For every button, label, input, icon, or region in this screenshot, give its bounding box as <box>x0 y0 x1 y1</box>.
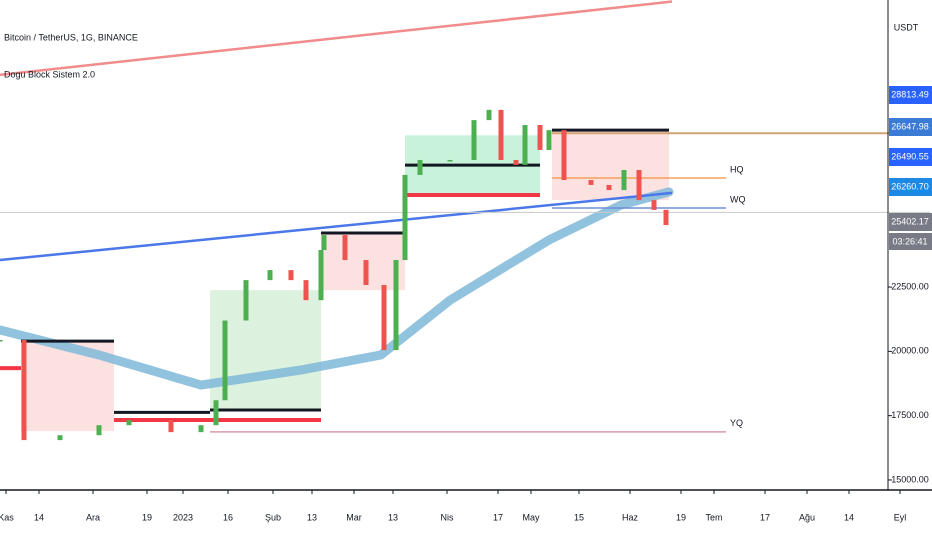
candle <box>417 159 423 175</box>
price-label: 25402.17 <box>891 216 929 226</box>
price-label-box <box>889 86 932 104</box>
candle <box>471 120 477 160</box>
price-label: 26647.98 <box>891 121 929 131</box>
candle <box>267 270 273 281</box>
chart-title: Bitcoin / TetherUS, 1G, BINANCE <box>4 32 138 42</box>
x-tick-label: May <box>522 512 540 522</box>
candle <box>0 340 3 342</box>
x-tick-label: Kas <box>0 512 14 522</box>
candle <box>486 109 492 121</box>
price-label-box <box>889 148 932 166</box>
candle <box>318 250 324 301</box>
x-tick-label: 17 <box>760 512 770 522</box>
x-tick-label: 14 <box>34 512 44 522</box>
candle <box>537 125 543 150</box>
candle <box>393 260 399 351</box>
candle <box>522 125 528 165</box>
plot: HQ WQ YQ <box>0 0 930 441</box>
candle <box>213 400 219 426</box>
timer: 03:26:41 <box>892 236 927 246</box>
candle <box>243 280 249 321</box>
x-tick-label: 2023 <box>173 512 193 522</box>
line-label: WQ <box>730 194 746 204</box>
zone <box>321 233 405 291</box>
candle <box>546 130 552 150</box>
price-label: 28813.49 <box>891 89 929 99</box>
candle <box>57 435 63 441</box>
moving-average-band <box>0 187 674 390</box>
price-label-box <box>889 213 932 231</box>
candle <box>168 420 174 433</box>
y-tick-label: 20000.00 <box>891 346 929 356</box>
candle <box>198 425 204 433</box>
currency: USDT <box>894 22 919 32</box>
x-tick-label: Ara <box>86 512 100 522</box>
x-tick-label: Ağu <box>799 512 815 522</box>
x-tick-label: Şub <box>265 512 281 522</box>
x-tick-label: Mar <box>346 512 362 522</box>
price-label: 26260.70 <box>891 181 929 191</box>
candle <box>303 280 309 301</box>
candle <box>222 320 228 401</box>
candle <box>288 270 294 281</box>
x-tick-label: 16 <box>223 512 233 522</box>
candle <box>651 200 657 210</box>
candle <box>96 425 102 436</box>
x-tick-label: Haz <box>622 512 639 522</box>
line-label: YQ <box>730 418 743 428</box>
x-tick-label: 19 <box>142 512 152 522</box>
x-tick-label: 14 <box>844 512 854 522</box>
indicator-line <box>0 191 673 262</box>
candle <box>621 170 627 191</box>
candle <box>636 170 642 201</box>
candle <box>447 159 453 162</box>
candle <box>663 209 669 226</box>
x-tick-label: 15 <box>574 512 584 522</box>
candle <box>402 174 408 261</box>
y-tick-label: 17500.00 <box>891 410 929 420</box>
candle <box>498 109 504 160</box>
x-tick-label: 13 <box>307 512 317 522</box>
candle <box>561 130 567 181</box>
price-label: 26490.55 <box>891 151 929 161</box>
x-tick-label: Eyl <box>894 512 907 522</box>
candle <box>363 260 369 285</box>
x-tick-label: 13 <box>388 512 398 522</box>
candle <box>342 235 348 261</box>
candle <box>381 284 387 351</box>
candle <box>606 184 612 191</box>
candle <box>321 235 327 251</box>
price-label-box <box>889 178 932 196</box>
y-tick-label: 15000.00 <box>891 474 929 484</box>
y-tick-label: 22500.00 <box>891 281 929 291</box>
candle <box>588 180 594 185</box>
zone <box>210 290 321 411</box>
indicator-line <box>0 0 673 77</box>
x-tick-label: 19 <box>676 512 686 522</box>
indicator-name: Dogu Block Sistem 2.0 <box>4 69 95 79</box>
x-tick-label: 17 <box>493 512 503 522</box>
candle <box>513 159 519 165</box>
candle <box>126 420 132 426</box>
candle <box>21 340 27 441</box>
x-tick-label: Nis <box>441 512 454 522</box>
timer-box <box>889 233 932 250</box>
line-label: HQ <box>730 164 744 174</box>
price-label-box <box>889 118 932 136</box>
x-tick-label: Tem <box>705 512 722 522</box>
